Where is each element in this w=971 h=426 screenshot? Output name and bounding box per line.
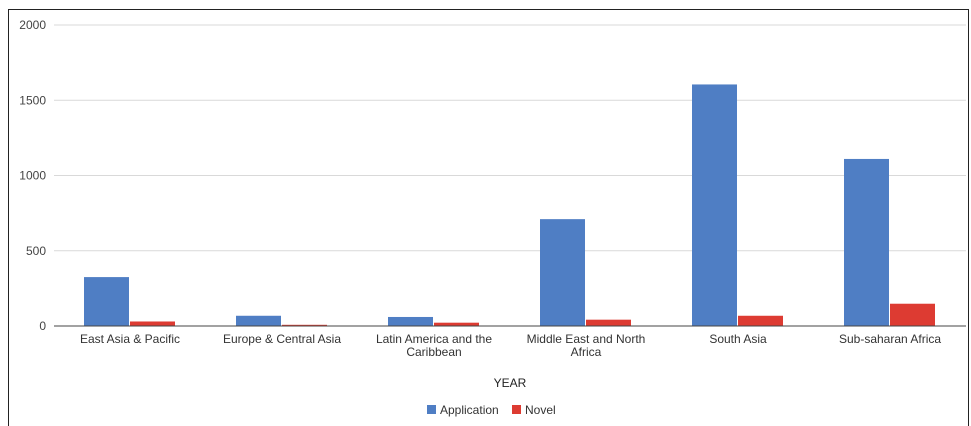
x-axis-category-labels: East Asia & Pacific Europe & Central Asia…	[80, 332, 941, 359]
bar-novel-4	[738, 315, 783, 326]
bar-novel-2	[434, 322, 479, 326]
x-axis-title: YEAR	[494, 376, 527, 390]
gridlines	[54, 24, 966, 252]
x-category-label: Europe & Central Asia	[223, 332, 341, 346]
legend: Application Novel	[427, 403, 556, 417]
y-tick-label: 2000	[19, 18, 46, 32]
y-tick-label: 1500	[19, 93, 46, 107]
bar-application-0	[84, 277, 129, 326]
bar-novel-0	[130, 321, 175, 326]
x-category-label: Latin America and the Caribbean	[376, 332, 492, 359]
bar-novel-1	[282, 324, 327, 326]
legend-swatch-novel	[512, 405, 521, 414]
legend-label-application: Application	[440, 403, 499, 417]
x-category-label: Sub-saharan Africa	[839, 332, 941, 346]
bar-application-2	[388, 316, 433, 326]
y-tick-label: 1000	[19, 169, 46, 183]
legend-label-novel: Novel	[525, 403, 556, 417]
bar-application-4	[692, 84, 737, 326]
legend-swatch-application	[427, 405, 436, 414]
x-category-label: Middle East and North Africa	[527, 332, 646, 359]
bar-application-3	[540, 219, 585, 326]
x-category-label: East Asia & Pacific	[80, 332, 180, 346]
y-tick-label: 500	[26, 244, 46, 258]
bar-novel-5	[890, 303, 935, 326]
y-tick-label: 0	[39, 319, 46, 333]
bar-application-5	[844, 158, 889, 326]
y-axis-ticks: 0 500 1000 1500 2000	[19, 18, 46, 333]
bar-novel-3	[586, 319, 631, 326]
bars	[84, 84, 935, 326]
x-category-label: South Asia	[709, 332, 767, 346]
chart-frame	[8, 9, 969, 426]
bar-application-1	[236, 315, 281, 326]
